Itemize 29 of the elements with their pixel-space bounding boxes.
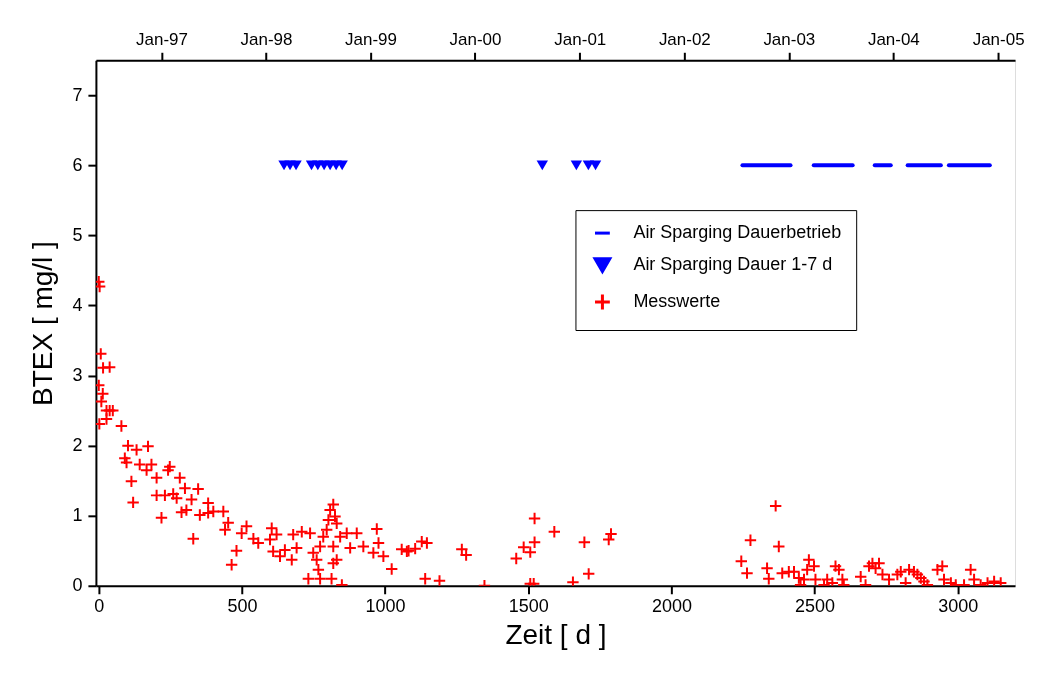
x2-tick-label: Jan-02: [658, 29, 711, 49]
x2-tick-label: Jan-04: [867, 29, 920, 49]
y-tick-label: 4: [72, 294, 83, 315]
legend-label: Air Sparging Dauerbetrieb: [633, 222, 842, 243]
x-tick-label: 500: [227, 596, 258, 617]
y-tick-label: 6: [72, 154, 83, 175]
y-tick-label: 5: [72, 224, 83, 245]
x2-tick-label: Jan-00: [449, 29, 502, 49]
y-tick-label: 2: [72, 435, 83, 456]
legend-label: Air Sparging Dauer 1-7 d: [633, 254, 833, 275]
x2-tick-label: Jan-97: [136, 29, 188, 49]
x-axis-title: Zeit [ d ]: [505, 619, 607, 651]
x-tick-label: 2000: [651, 596, 692, 617]
y-tick-label: 1: [72, 505, 83, 526]
y-tick-label: 7: [72, 84, 83, 105]
x2-tick-label: Jan-03: [763, 29, 816, 49]
x-tick-label: 3000: [938, 596, 979, 617]
y-tick-label: 0: [72, 575, 83, 596]
y-axis-title: BTEX [ mg/l ]: [27, 241, 59, 406]
y-tick-label: 3: [72, 365, 83, 386]
x2-tick-label: Jan-01: [554, 29, 607, 49]
x-tick-label: 2500: [795, 596, 836, 617]
x-tick-label: 0: [94, 596, 105, 617]
legend-label: Messwerte: [633, 291, 721, 312]
x2-tick-label: Jan-99: [345, 29, 397, 49]
x2-tick-label: Jan-05: [972, 29, 1025, 49]
x-tick-label: 1500: [508, 596, 549, 617]
x2-tick-label: Jan-98: [240, 29, 293, 49]
x-tick-label: 1000: [365, 596, 406, 617]
